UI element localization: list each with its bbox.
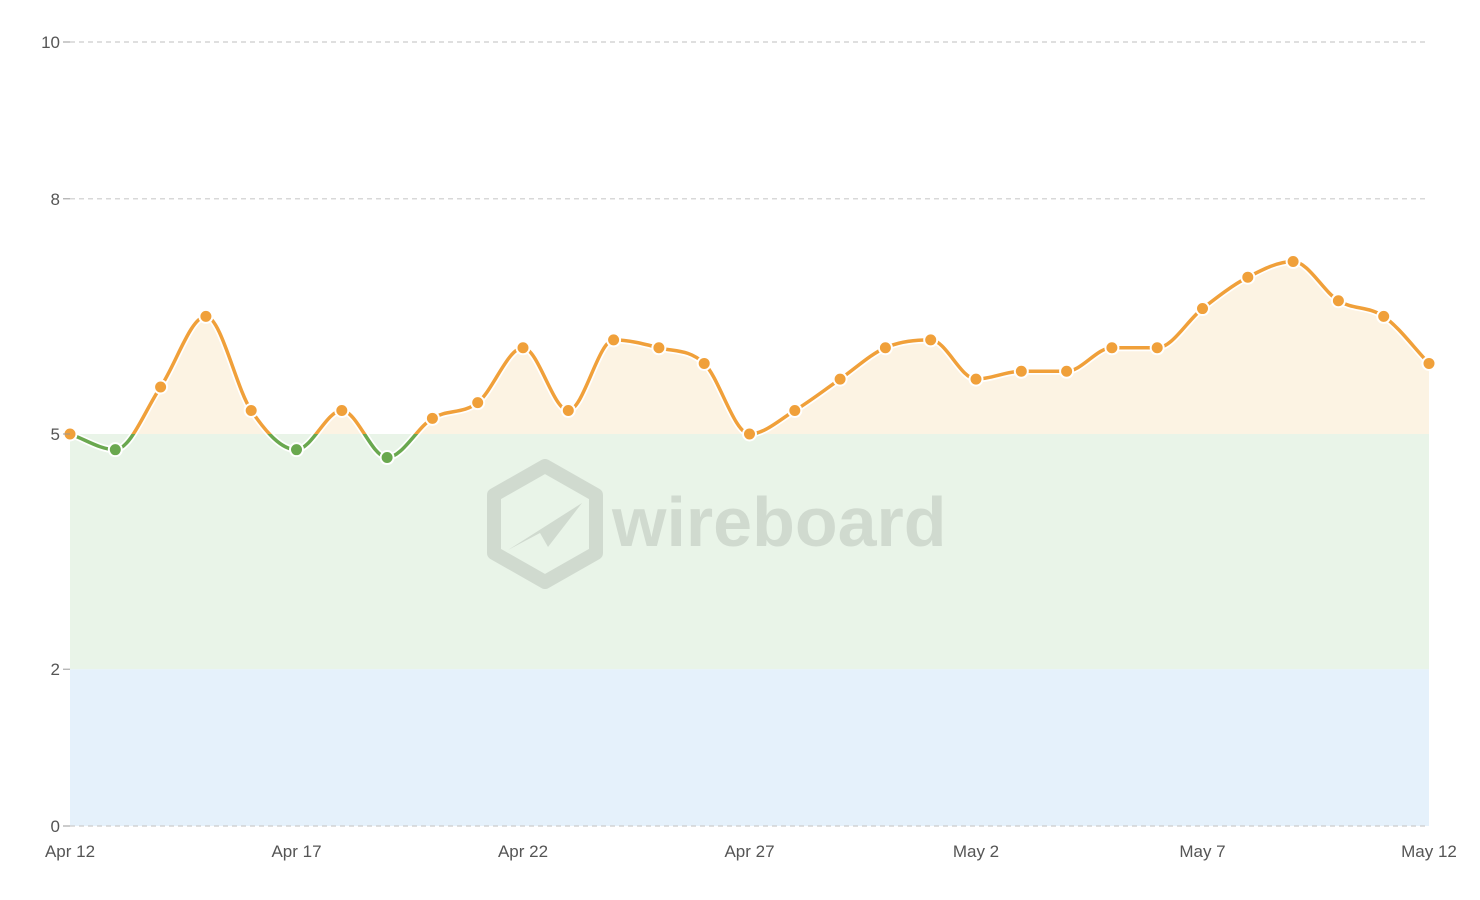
data-point: [1285, 254, 1301, 270]
x-tick-label: Apr 12: [45, 842, 95, 861]
data-point: [289, 442, 304, 458]
data-point: [334, 402, 350, 418]
y-axis: 0 2 5 8 10: [41, 33, 70, 836]
wireboard-logo-icon: [487, 459, 603, 589]
data-point: [470, 395, 486, 411]
gridlines: [70, 41, 1429, 827]
series-area: [70, 261, 1429, 434]
watermark-text: wireboard: [611, 483, 947, 561]
x-tick-label: May 7: [1179, 842, 1225, 861]
area-above-threshold: [70, 261, 1429, 434]
y-tick-label: 8: [51, 190, 60, 209]
data-point: [1013, 363, 1029, 379]
data-point: [107, 442, 123, 458]
data-point: [923, 332, 939, 348]
data-point: [198, 308, 214, 324]
x-tick-label: Apr 22: [498, 842, 548, 861]
y-tick-label: 2: [51, 660, 60, 679]
data-point: [1059, 363, 1075, 379]
series-points: [62, 254, 1437, 466]
x-tick-label: May 12: [1401, 842, 1457, 861]
data-point: [832, 371, 848, 387]
data-point: [424, 410, 440, 426]
x-axis: Apr 12 Apr 17 Apr 22 Apr 27 May 2 May 7 May 12: [45, 842, 1457, 861]
data-point: [606, 332, 622, 348]
data-point: [1376, 308, 1392, 324]
data-point: [1195, 301, 1210, 317]
y-tick-label: 5: [51, 425, 60, 444]
data-point: [742, 426, 757, 442]
series-line-below: [69, 434, 760, 460]
wireboard-watermark: wireboard: [487, 459, 947, 589]
data-point: [1240, 269, 1256, 285]
threshold-bands: [70, 434, 1429, 826]
y-tick-label: 0: [51, 817, 60, 836]
band-1: [70, 434, 1429, 670]
data-point: [515, 340, 531, 356]
x-tick-label: Apr 27: [724, 842, 774, 861]
data-point: [379, 450, 395, 466]
data-point: [153, 379, 169, 395]
data-point: [696, 355, 712, 371]
data-point: [877, 340, 893, 356]
x-tick-label: May 2: [953, 842, 999, 861]
data-point: [1330, 293, 1346, 309]
data-point: [560, 402, 576, 418]
data-point: [968, 371, 984, 387]
data-point: [1104, 340, 1120, 356]
y-tick-label: 10: [41, 33, 60, 52]
band-0: [70, 669, 1429, 826]
data-point: [651, 340, 667, 356]
data-point: [1421, 355, 1437, 371]
x-tick-label: Apr 17: [271, 842, 321, 861]
data-point: [787, 402, 803, 418]
data-point: [243, 402, 259, 418]
data-point: [1149, 340, 1165, 356]
